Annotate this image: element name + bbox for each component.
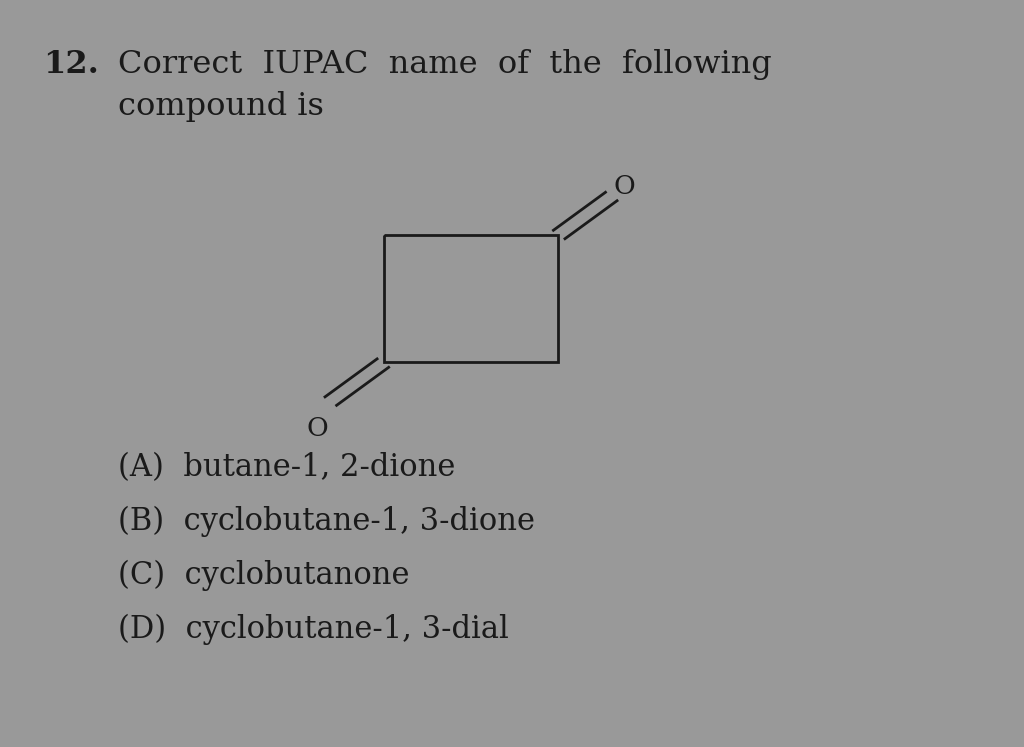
Text: compound is: compound is xyxy=(118,91,324,122)
Text: 12.: 12. xyxy=(43,49,99,79)
Text: (B)  cyclobutane-1, 3-dione: (B) cyclobutane-1, 3-dione xyxy=(118,506,535,537)
Text: Correct  IUPAC  name  of  the  following: Correct IUPAC name of the following xyxy=(118,49,771,79)
Text: (D)  cyclobutane-1, 3-dial: (D) cyclobutane-1, 3-dial xyxy=(118,613,509,645)
Text: O: O xyxy=(613,174,636,199)
Text: (C)  cyclobutanone: (C) cyclobutanone xyxy=(118,560,410,591)
Text: (A)  butane-1, 2-dione: (A) butane-1, 2-dione xyxy=(118,452,455,483)
Text: O: O xyxy=(306,415,329,441)
